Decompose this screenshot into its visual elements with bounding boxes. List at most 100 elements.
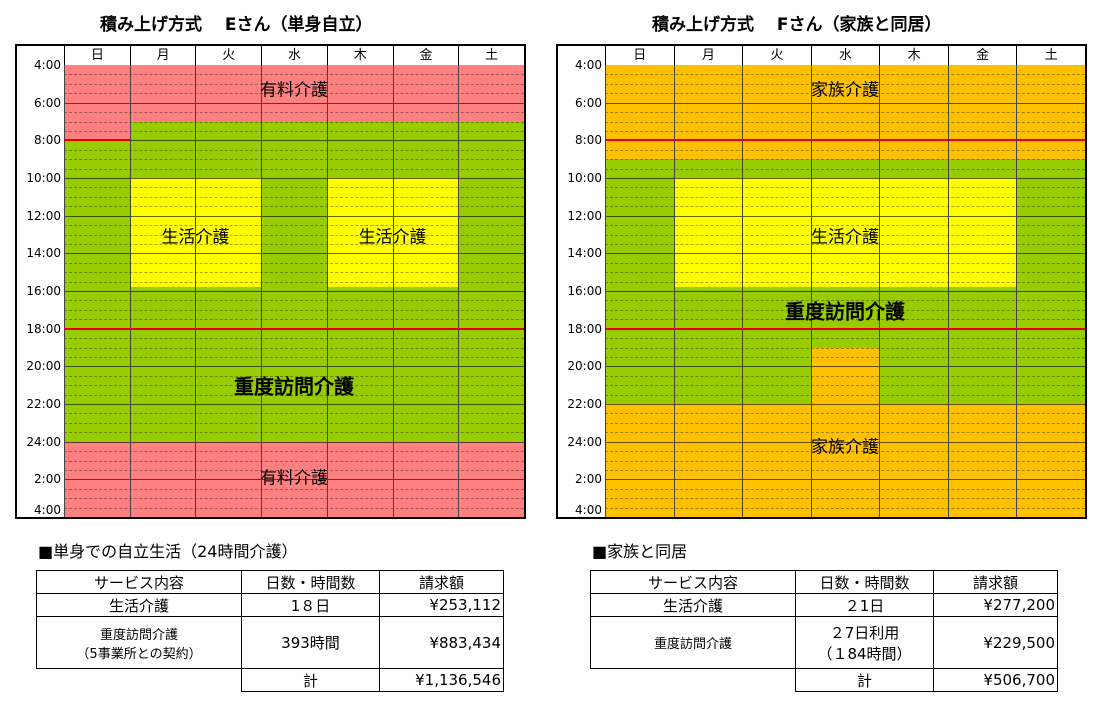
time-label: 4:00 (575, 503, 602, 517)
grid-line (64, 432, 524, 434)
day-header-3: 水 (261, 46, 327, 65)
grid-line (605, 488, 1085, 490)
grid-line-major (605, 404, 1085, 405)
grid-line-major (605, 366, 1085, 368)
grid-line (64, 159, 524, 161)
time-label: 8:00 (575, 133, 602, 148)
time-label: 14:00 (567, 246, 602, 261)
right-cost-table: サービス内容 日数・時間数 請求額 生活介護 ２1日 ¥277,200 重度訪問… (590, 570, 1058, 692)
header-service: サービス内容 (36, 570, 242, 594)
grid-line (64, 272, 524, 274)
header-service: サービス内容 (590, 570, 796, 594)
service-note: （5事業所との契約） (76, 646, 202, 662)
time-label: 6:00 (575, 95, 602, 110)
grid-line-major (605, 215, 1085, 217)
grid-line (64, 422, 524, 424)
day-header-5: 金 (392, 46, 459, 65)
grid-line-major (605, 291, 1085, 292)
time-label: 10:00 (567, 171, 602, 185)
time-label: 22:00 (567, 397, 602, 411)
day-divider (458, 65, 460, 517)
grid-line (605, 196, 1085, 198)
left-summary-heading: ■単身での自立生活（24時間介護） (38, 542, 298, 561)
right-schedule-title: 積み上げ方式 Fさん（家族と同居） (652, 15, 942, 35)
grid-line (64, 469, 524, 471)
grid-line-major (605, 441, 1085, 443)
block-label-life1: 生活介護 (161, 227, 230, 247)
grid-line (605, 309, 1085, 311)
grid-line (605, 187, 1085, 189)
header-days: 日数・時間数 (795, 570, 934, 594)
grid-line-major (64, 215, 524, 217)
grid-line (64, 507, 524, 509)
grid-line (64, 93, 524, 95)
day-divider (742, 65, 744, 517)
grid-line (605, 300, 1085, 302)
grid-line (64, 451, 524, 453)
right-schedule-grid: 家族介護 生活介護 重度訪問介護 家族介護 (605, 65, 1085, 517)
header-days: 日数・時間数 (241, 570, 380, 594)
grid-line (64, 460, 524, 462)
days-cell: 1８日 (241, 593, 380, 617)
boundary-line (605, 327, 1085, 330)
grid-line (605, 93, 1085, 95)
grid-line (605, 432, 1085, 434)
grid-line-major (64, 102, 524, 104)
day-divider (605, 65, 606, 517)
grid-line (64, 149, 524, 151)
grid-line (605, 281, 1085, 283)
grid-line (605, 507, 1085, 509)
amount-cell: ¥253,112 (379, 593, 504, 617)
grid-line-major (64, 366, 524, 368)
grid-line (64, 225, 524, 227)
time-label: 24:00 (26, 434, 61, 449)
time-label: 24:00 (567, 434, 602, 449)
day-header-0: 日 (64, 46, 130, 65)
total-row: 計 ¥506,700 (591, 668, 1058, 692)
time-label: 18:00 (26, 321, 61, 336)
time-label: 20:00 (26, 359, 61, 374)
grid-line (605, 338, 1085, 340)
grid-line (64, 385, 524, 387)
time-label: 14:00 (26, 246, 61, 261)
grid-line (605, 130, 1085, 132)
grid-line (605, 460, 1085, 462)
grid-line (64, 347, 524, 349)
day-divider (261, 65, 263, 517)
time-label: 20:00 (567, 359, 602, 374)
grid-line (605, 272, 1085, 274)
left-day-header: 日月火水木金土 (64, 46, 524, 66)
service-cell: 生活介護 (590, 593, 796, 617)
block-label-family_top: 家族介護 (811, 80, 879, 101)
blank-cell (37, 669, 242, 692)
grid-line (64, 83, 524, 85)
grid-line (605, 262, 1085, 264)
grid-line (64, 130, 524, 132)
total-amount: ¥506,700 (933, 668, 1058, 692)
block-label-family_bottom: 家族介護 (811, 437, 879, 458)
table-row: 重度訪問介護 （5事業所との契約） 393時間 ¥883,434 (36, 616, 504, 669)
service-cell: 生活介護 (36, 593, 242, 617)
day-divider (879, 65, 881, 517)
day-header-2: 火 (195, 46, 261, 65)
days-cell: 393時間 (241, 616, 380, 669)
day-divider (673, 65, 675, 517)
grid-line-major (64, 404, 524, 405)
block-label-life2: 生活介護 (358, 227, 427, 247)
grid-line (64, 121, 524, 123)
grid-line (605, 422, 1085, 424)
family-care-block (810, 347, 880, 404)
grid-line (64, 206, 524, 208)
total-row: 計 ¥1,136,546 (37, 668, 504, 692)
grid-line (605, 385, 1085, 387)
grid-line-major (64, 291, 524, 292)
grid-line (64, 309, 524, 311)
grid-line (605, 498, 1085, 500)
grid-line-major (64, 140, 524, 142)
days-cell: ２7日利用 （１84時間） (795, 616, 934, 669)
day-header-6: 土 (458, 46, 524, 65)
day-divider (810, 65, 812, 517)
left-cost-table: サービス内容 日数・時間数 請求額 生活介護 1８日 ¥253,112 重度訪問… (36, 570, 504, 692)
time-label: 4:00 (575, 58, 602, 72)
right-schedule: 日月火水木金土 4:00 6:00 8:00 10:00 12:00 14:00 16:00… (556, 44, 1087, 519)
